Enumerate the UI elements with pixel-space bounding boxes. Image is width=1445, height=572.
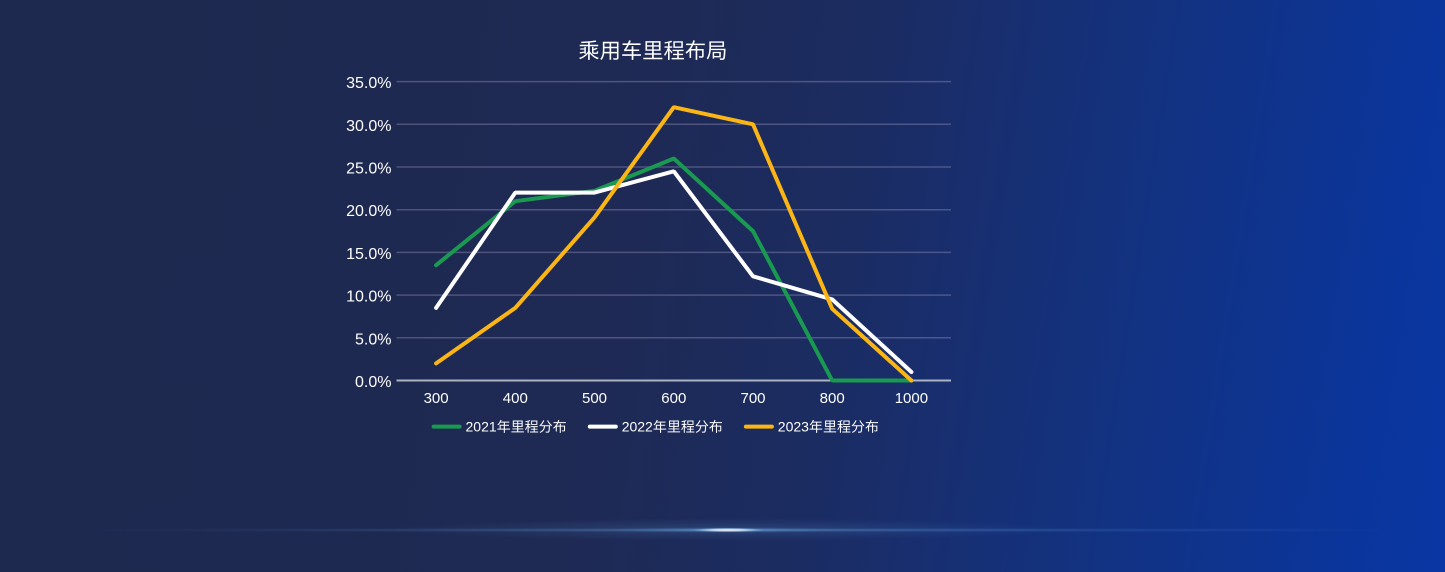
svg-text:15.0%: 15.0% bbox=[346, 246, 391, 263]
svg-text:35.0%: 35.0% bbox=[346, 75, 391, 92]
svg-text:2022: 2022 bbox=[622, 419, 653, 435]
svg-text:1000: 1000 bbox=[895, 390, 928, 407]
svg-text:2023: 2023 bbox=[778, 419, 809, 435]
svg-text:25.0%: 25.0% bbox=[346, 161, 391, 178]
svg-text:0.0%: 0.0% bbox=[355, 374, 391, 391]
svg-text:700: 700 bbox=[740, 390, 765, 407]
svg-text:2021: 2021 bbox=[466, 419, 497, 435]
svg-text:5.0%: 5.0% bbox=[355, 331, 391, 348]
svg-text:30.0%: 30.0% bbox=[346, 118, 391, 135]
svg-text:10.0%: 10.0% bbox=[346, 289, 391, 306]
svg-text:600: 600 bbox=[661, 390, 686, 407]
svg-text:400: 400 bbox=[503, 390, 528, 407]
svg-text:300: 300 bbox=[424, 390, 449, 407]
svg-text:500: 500 bbox=[582, 390, 607, 407]
svg-text:20.0%: 20.0% bbox=[346, 203, 391, 220]
svg-text:800: 800 bbox=[820, 390, 845, 407]
